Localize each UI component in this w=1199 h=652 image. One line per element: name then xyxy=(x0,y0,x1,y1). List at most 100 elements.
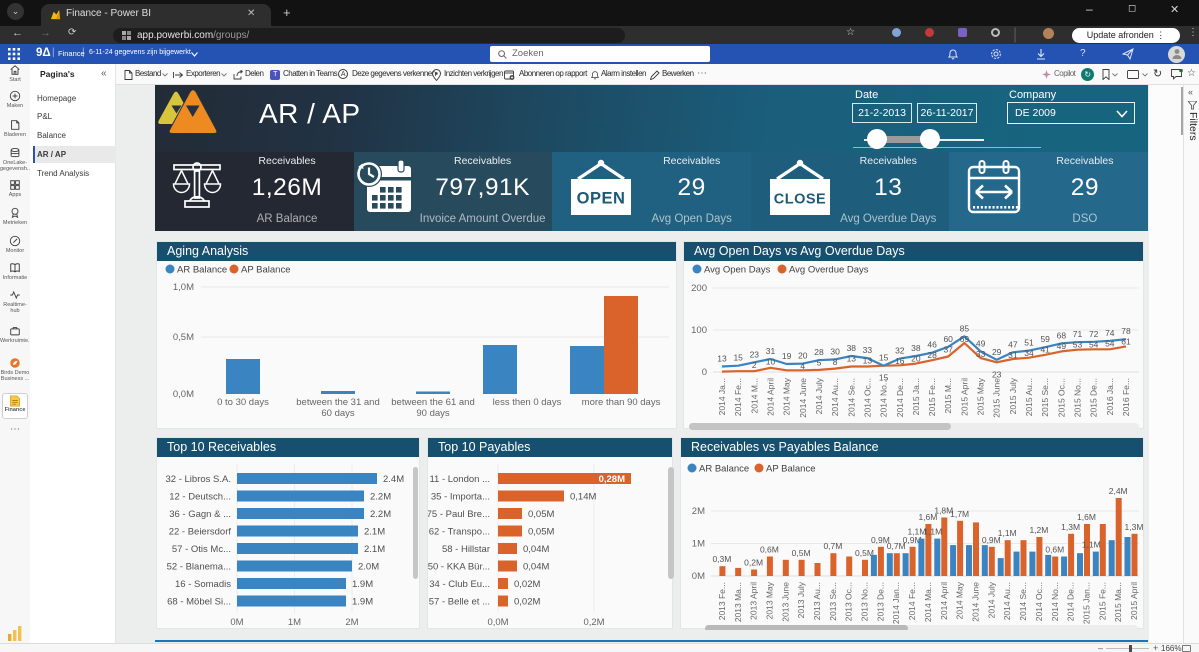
svg-text:2014 Jan...: 2014 Jan... xyxy=(891,582,901,624)
svg-text:1,3M: 1,3M xyxy=(1061,522,1080,532)
svg-text:0,7M: 0,7M xyxy=(823,541,842,551)
svg-text:0,6M: 0,6M xyxy=(1045,545,1064,555)
svg-text:0,2M: 0,2M xyxy=(744,558,763,568)
svg-text:58 - Hillstar: 58 - Hillstar xyxy=(442,544,490,555)
svg-text:5: 5 xyxy=(817,358,822,368)
svg-text:2013 Se...: 2013 Se... xyxy=(828,582,838,621)
svg-text:15: 15 xyxy=(733,353,743,363)
svg-text:2014 July: 2014 July xyxy=(986,581,996,618)
svg-text:2015 July: 2015 July xyxy=(1008,377,1018,414)
svg-text:2014 Fe...: 2014 Fe... xyxy=(733,378,743,416)
svg-text:51: 51 xyxy=(1024,338,1034,348)
svg-text:0,2M: 0,2M xyxy=(583,617,604,628)
svg-text:1.9M: 1.9M xyxy=(352,579,373,590)
svg-text:1,2M: 1,2M xyxy=(1029,525,1048,535)
svg-text:33: 33 xyxy=(976,349,986,359)
svg-text:2015 Au...: 2015 Au... xyxy=(1024,378,1034,416)
svg-text:0,14M: 0,14M xyxy=(570,492,596,503)
svg-text:2014 Se...: 2014 Se... xyxy=(846,378,856,417)
svg-text:2013 No...: 2013 No... xyxy=(860,582,870,621)
svg-text:0,28M: 0,28M xyxy=(599,474,625,485)
svg-text:22 - Beiersdorf: 22 - Beiersdorf xyxy=(169,527,232,538)
svg-text:35 - Importa...: 35 - Importa... xyxy=(431,492,490,503)
svg-text:2013 Fe...: 2013 Fe... xyxy=(717,582,727,620)
svg-text:0,05M: 0,05M xyxy=(528,527,554,538)
svg-text:AR Balance: AR Balance xyxy=(699,464,749,475)
svg-text:2016 Fe...: 2016 Fe... xyxy=(1121,378,1131,416)
svg-text:15: 15 xyxy=(879,353,889,363)
svg-text:0,5M: 0,5M xyxy=(173,332,194,343)
svg-text:32 - Libros S.A.: 32 - Libros S.A. xyxy=(166,474,231,485)
svg-text:2,4M: 2,4M xyxy=(1109,486,1128,496)
svg-text:20: 20 xyxy=(798,351,808,361)
svg-text:2015 No...: 2015 No... xyxy=(1073,378,1083,417)
svg-text:2.4M: 2.4M xyxy=(383,474,404,485)
svg-text:54: 54 xyxy=(1089,339,1099,349)
svg-text:69: 69 xyxy=(960,334,970,344)
svg-text:1,1M: 1,1M xyxy=(998,528,1017,538)
svg-text:2013 Au...: 2013 Au... xyxy=(812,582,822,620)
svg-text:13: 13 xyxy=(717,354,727,364)
svg-text:1,7M: 1,7M xyxy=(950,509,969,519)
svg-text:2014 June: 2014 June xyxy=(798,378,808,418)
svg-text:less then 0 days: less then 0 days xyxy=(493,397,562,408)
svg-text:0,9M: 0,9M xyxy=(871,535,890,545)
svg-text:75 - Paul Bre...: 75 - Paul Bre... xyxy=(428,509,490,520)
svg-text:68: 68 xyxy=(1057,330,1067,340)
svg-text:2014 No...: 2014 No... xyxy=(1050,582,1060,621)
svg-text:2013 Oc...: 2013 Oc... xyxy=(844,582,854,621)
svg-text:2015 Ja...: 2015 Ja... xyxy=(911,378,921,415)
svg-text:0M: 0M xyxy=(230,617,243,628)
svg-text:59: 59 xyxy=(1040,334,1050,344)
svg-text:2014 Ja...: 2014 Ja... xyxy=(717,378,727,415)
svg-text:2013 De...: 2013 De... xyxy=(875,582,885,621)
svg-text:CLOSE: CLOSE xyxy=(774,192,826,208)
svg-text:57 - Belle et ...: 57 - Belle et ... xyxy=(429,597,490,608)
svg-text:57 - Otis Mc...: 57 - Otis Mc... xyxy=(172,544,231,555)
svg-text:52 - Blanema...: 52 - Blanema... xyxy=(167,562,231,573)
svg-text:2015 April: 2015 April xyxy=(1129,582,1139,620)
svg-text:2014 Ma...: 2014 Ma... xyxy=(923,582,933,622)
svg-text:2014 June: 2014 June xyxy=(971,582,981,622)
svg-text:0,05M: 0,05M xyxy=(528,509,554,520)
svg-text:2014 Au...: 2014 Au... xyxy=(1002,582,1012,620)
svg-text:72: 72 xyxy=(1089,329,1099,339)
svg-text:0,7M: 0,7M xyxy=(887,541,906,551)
svg-text:60 days: 60 days xyxy=(321,408,355,419)
svg-text:2015 De...: 2015 De... xyxy=(1089,378,1099,417)
svg-text:between the 31 and: between the 31 and xyxy=(296,397,379,408)
svg-text:60: 60 xyxy=(943,334,953,344)
svg-text:2013 June: 2013 June xyxy=(780,582,790,622)
svg-text:2M: 2M xyxy=(345,617,358,628)
svg-text:90 days: 90 days xyxy=(416,408,450,419)
svg-text:2013 July: 2013 July xyxy=(796,581,806,618)
svg-text:1,1M: 1,1M xyxy=(1082,540,1101,550)
svg-text:2015 April: 2015 April xyxy=(959,378,969,416)
svg-text:2013 Ma...: 2013 Ma... xyxy=(733,582,743,622)
svg-text:2016 Ja...: 2016 Ja... xyxy=(1105,378,1115,415)
svg-text:31: 31 xyxy=(766,346,776,356)
svg-text:2014 No...: 2014 No... xyxy=(879,378,889,417)
svg-text:16 - Somadis: 16 - Somadis xyxy=(175,579,231,590)
svg-text:1,1M: 1,1M xyxy=(907,527,926,537)
svg-text:34: 34 xyxy=(1024,348,1034,358)
svg-text:2014 Oc...: 2014 Oc... xyxy=(1034,582,1044,621)
svg-text:33: 33 xyxy=(863,345,873,355)
svg-text:2.2M: 2.2M xyxy=(370,492,391,503)
svg-text:85: 85 xyxy=(960,323,970,333)
svg-text:2015 June: 2015 June xyxy=(992,378,1002,418)
svg-text:0,0M: 0,0M xyxy=(487,617,508,628)
svg-text:23: 23 xyxy=(750,349,760,359)
svg-text:13: 13 xyxy=(847,354,857,364)
svg-text:2015 Fe...: 2015 Fe... xyxy=(1097,582,1107,620)
svg-text:19: 19 xyxy=(782,351,792,361)
svg-text:41: 41 xyxy=(1040,345,1050,355)
svg-text:49: 49 xyxy=(976,338,986,348)
svg-text:2014 Oc...: 2014 Oc... xyxy=(862,378,872,417)
svg-text:50 - KKA Bür...: 50 - KKA Bür... xyxy=(428,562,490,573)
svg-text:2015 Ma...: 2015 Ma... xyxy=(1113,582,1123,622)
svg-text:62 - Transpo...: 62 - Transpo... xyxy=(429,527,490,538)
svg-text:28: 28 xyxy=(814,347,824,357)
svg-text:23: 23 xyxy=(992,369,1002,379)
svg-text:47: 47 xyxy=(1008,339,1018,349)
